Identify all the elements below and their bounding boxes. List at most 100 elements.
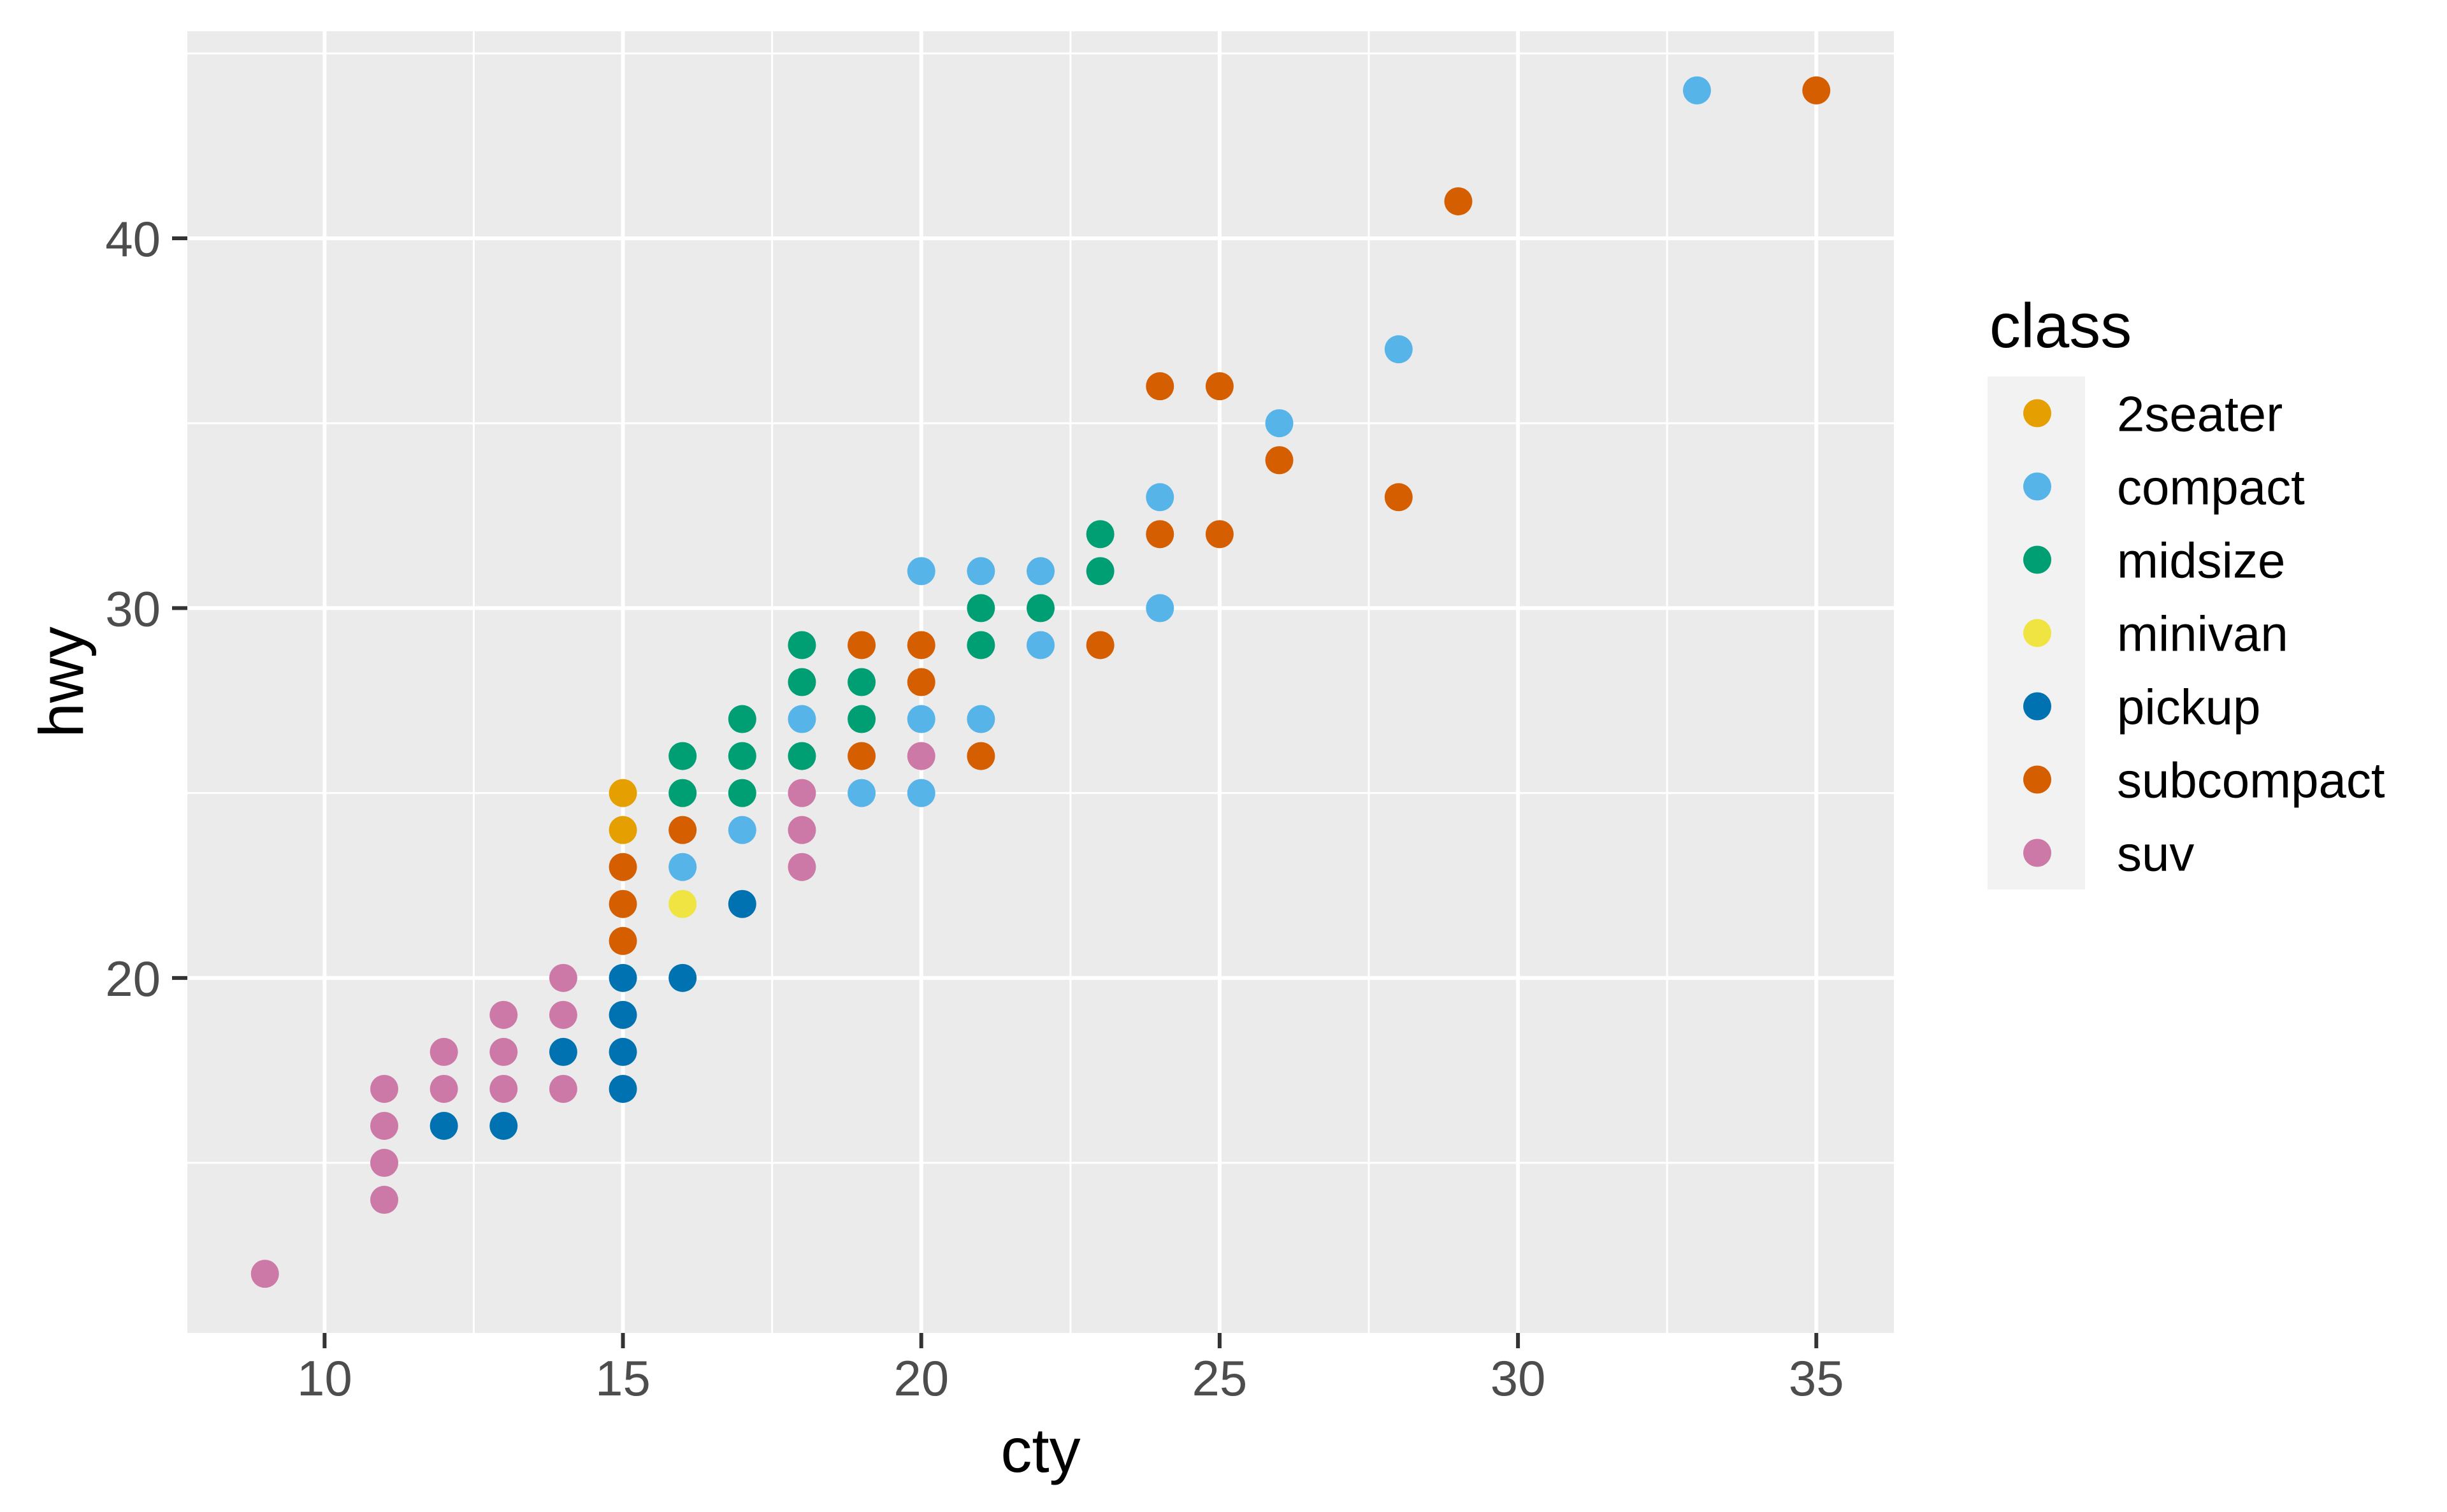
data-point-subcompact [609,889,637,918]
data-point-subcompact [668,816,697,844]
legend-swatch-suv-icon [2023,839,2051,867]
data-point-subcompact [1444,187,1473,215]
legend-label-pickup: pickup [2117,679,2260,735]
data-point-compact [728,816,756,844]
data-point-suv [370,1149,398,1177]
legend-swatch-minivan-icon [2023,619,2051,647]
data-point-suv [250,1260,279,1288]
data-point-suv [429,1037,458,1066]
data-point-compact [1027,631,1055,659]
data-point-compact [907,705,935,733]
data-point-pickup [728,889,756,918]
data-point-subcompact [609,853,637,881]
x-tick-label: 35 [1789,1350,1844,1406]
legend-label-minivan: minivan [2117,606,2288,662]
data-point-midsize [848,668,876,696]
data-point-compact [1146,594,1174,623]
data-point-suv [429,1074,458,1103]
x-tick-label: 15 [595,1350,651,1406]
data-point-compact [1146,483,1174,512]
data-point-midsize [788,742,816,770]
data-point-suv [788,779,816,807]
data-point-suv [370,1186,398,1214]
data-point-subcompact [1146,372,1174,401]
data-point-pickup [549,1037,577,1066]
legend-label-2seater: 2seater [2117,386,2283,442]
data-point-compact [907,779,935,807]
data-point-compact [668,853,697,881]
legend-title: class [1989,291,2132,361]
data-point-suv [788,816,816,844]
data-point-subcompact [848,742,876,770]
y-axis-title: hwy [26,626,96,737]
data-point-2seater [609,779,637,807]
data-point-pickup [489,1111,518,1140]
data-point-compact [907,557,935,586]
data-point-subcompact [907,668,935,696]
data-point-subcompact [848,631,876,659]
data-point-suv [370,1074,398,1103]
data-point-suv [370,1111,398,1140]
data-point-compact [788,705,816,733]
x-tick-label: 30 [1491,1350,1546,1406]
data-point-midsize [668,742,697,770]
data-point-pickup [609,1000,637,1029]
data-point-compact [1027,557,1055,586]
data-point-subcompact [907,631,935,659]
data-point-pickup [429,1111,458,1140]
data-point-compact [967,705,995,733]
data-point-midsize [728,742,756,770]
plot-panel [187,31,1894,1333]
data-point-subcompact [1205,520,1234,549]
legend-label-suv: suv [2117,826,2194,882]
data-point-subcompact [1384,483,1413,512]
y-tick-label: 40 [105,211,161,267]
data-point-suv [907,742,935,770]
data-point-pickup [668,963,697,992]
data-point-subcompact [1802,76,1831,104]
data-point-midsize [668,779,697,807]
x-tick-label: 20 [893,1350,949,1406]
data-point-2seater [609,816,637,844]
legend-label-compact: compact [2117,459,2305,515]
data-point-compact [1683,76,1711,104]
y-tick-label: 30 [105,581,161,637]
data-point-compact [1265,409,1294,438]
data-point-pickup [609,963,637,992]
data-point-compact [848,779,876,807]
legend-swatch-pickup-icon [2023,692,2051,721]
data-point-midsize [788,668,816,696]
data-point-pickup [609,1037,637,1066]
legend-swatch-compact-icon [2023,472,2051,501]
legend-label-midsize: midsize [2117,533,2285,589]
data-point-compact [1384,335,1413,364]
data-point-minivan [668,889,697,918]
data-point-midsize [848,705,876,733]
x-axis-title: cty [1000,1415,1080,1485]
data-point-suv [489,1037,518,1066]
data-point-subcompact [1086,631,1115,659]
data-point-subcompact [1146,520,1174,549]
data-point-suv [489,1074,518,1103]
data-point-midsize [967,594,995,623]
y-tick-label: 20 [105,951,161,1007]
data-point-pickup [609,1074,637,1103]
legend-swatch-2seater-icon [2023,399,2051,428]
data-point-midsize [728,705,756,733]
data-point-midsize [967,631,995,659]
data-point-subcompact [1265,446,1294,475]
legend-swatch-midsize-icon [2023,545,2051,574]
data-point-suv [788,853,816,881]
data-point-midsize [1086,520,1115,549]
data-point-midsize [1086,557,1115,586]
data-point-suv [549,963,577,992]
data-point-subcompact [967,742,995,770]
data-point-suv [549,1074,577,1103]
data-point-suv [549,1000,577,1029]
data-point-subcompact [609,926,637,955]
data-point-midsize [788,631,816,659]
legend-swatch-subcompact-icon [2023,765,2051,794]
data-point-suv [489,1000,518,1029]
legend-label-subcompact: subcompact [2117,752,2385,809]
